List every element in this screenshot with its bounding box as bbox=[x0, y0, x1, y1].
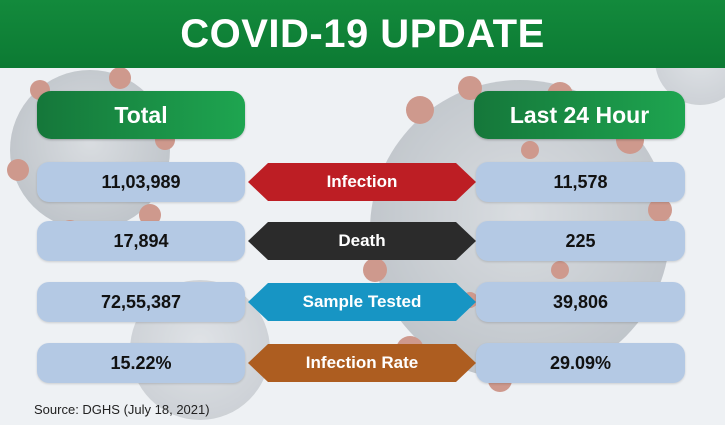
sample-tested-label-text: Sample Tested bbox=[302, 292, 422, 311]
infection-label-shape bbox=[248, 163, 476, 201]
total-column-header: Total bbox=[37, 91, 245, 139]
infection-rate-total-value: 15.22% bbox=[37, 343, 245, 383]
infection-rate-label: Infection Rate bbox=[248, 344, 476, 382]
source-note: Source: DGHS (July 18, 2021) bbox=[34, 402, 210, 417]
death-total-value: 17,894 bbox=[37, 221, 245, 261]
infection-total-value: 11,03,989 bbox=[37, 162, 245, 202]
sample-tested-label-shape bbox=[248, 283, 476, 321]
sample-tested-last24-value: 39,806 bbox=[476, 282, 685, 322]
death-last24-value: 225 bbox=[476, 221, 685, 261]
infection-rate-label-text: Infection Rate bbox=[305, 353, 419, 372]
infection-label: Infection bbox=[248, 163, 476, 201]
sample-tested-total-value: 72,55,387 bbox=[37, 282, 245, 322]
header-banner: COVID-19 UPDATE bbox=[0, 0, 725, 68]
death-label-text: Death bbox=[338, 231, 386, 250]
death-label: Death bbox=[248, 222, 476, 260]
last-24-hour-column-header: Last 24 Hour bbox=[474, 91, 685, 139]
infection-label-text: Infection bbox=[326, 172, 398, 191]
infection-rate-label-shape bbox=[248, 344, 476, 382]
page-title: COVID-19 UPDATE bbox=[180, 12, 545, 56]
death-label-shape bbox=[248, 222, 476, 260]
sample-tested-label: Sample Tested bbox=[248, 283, 476, 321]
infection-last24-value: 11,578 bbox=[476, 162, 685, 202]
infection-rate-last24-value: 29.09% bbox=[476, 343, 685, 383]
